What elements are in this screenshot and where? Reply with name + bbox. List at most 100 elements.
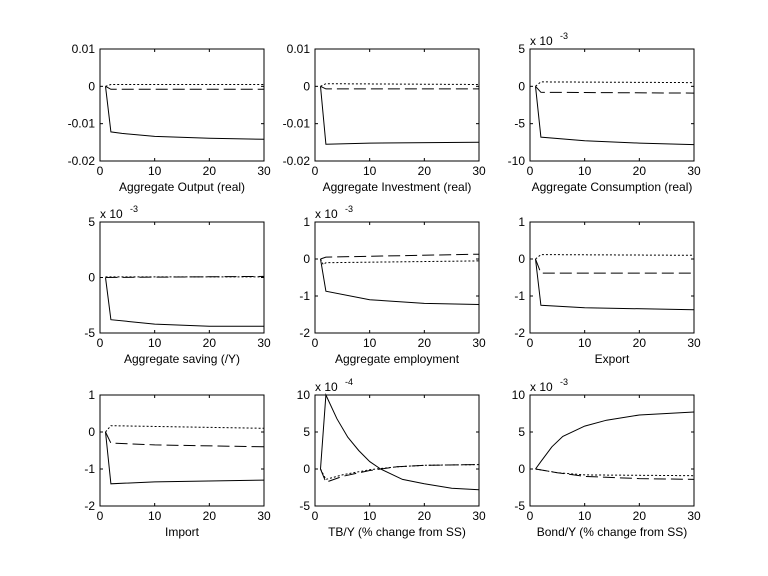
series-line-dashed [535, 85, 695, 94]
x-tick-label: 30 [472, 164, 486, 178]
y-tick-label: 0 [518, 79, 525, 93]
y-tick-label: -5 [299, 499, 310, 513]
y-tick-label: 5 [518, 425, 525, 439]
x-tick-label: 0 [312, 336, 319, 350]
x-tick-label: 20 [203, 336, 217, 350]
y-tick-label: 0.01 [287, 42, 311, 56]
series-line-dotted [320, 464, 480, 480]
exponent-label: x 10 [315, 380, 338, 394]
y-tick-label: -2 [84, 499, 95, 513]
x-tick-label: 30 [687, 336, 701, 350]
axes-box [529, 221, 695, 334]
x-tick-label: 10 [578, 336, 592, 350]
y-tick-label: 1 [303, 215, 310, 229]
series-line-solid [105, 86, 265, 140]
x-tick-label: 10 [578, 164, 592, 178]
x-tick-label: 0 [527, 164, 534, 178]
x-tick-label: 0 [527, 509, 534, 523]
x-tick-label: 0 [97, 509, 104, 523]
x-tick-label: 10 [363, 164, 377, 178]
x-tick-label: 0 [527, 336, 534, 350]
y-tick-label: 0 [88, 79, 95, 93]
series-line-solid [535, 86, 695, 146]
series-line-dashed [320, 464, 480, 483]
x-tick-label: 20 [418, 164, 432, 178]
y-tick-label: -1 [514, 289, 525, 303]
y-tick-label: 1 [518, 215, 525, 229]
axes-box [99, 394, 265, 507]
y-tick-label: -1 [299, 289, 310, 303]
x-tick-label: 30 [687, 509, 701, 523]
subplot-5: 0 10 20 30 -2 -1 0 1 Aggregate employment x 10 -3 [299, 204, 486, 366]
x-tick-label: 30 [687, 164, 701, 178]
x-tick-label: 20 [633, 164, 647, 178]
y-tick-label: 0 [303, 462, 310, 476]
x-axis-label: Aggregate employment [335, 352, 460, 366]
x-axis-label: TB/Y (% change from SS) [328, 525, 466, 539]
subplot-6: 0 10 20 30 -2 -1 0 1 Export [514, 215, 701, 366]
y-tick-label: 0 [518, 462, 525, 476]
exponent-power: -3 [130, 204, 138, 214]
exponent-label: x 10 [530, 34, 553, 48]
y-tick-label: -1 [84, 462, 95, 476]
series-line-dotted [320, 83, 480, 87]
subplot-1: 0 10 20 30 -0.02 -0.01 0 0.01 Aggregate Output (… [68, 42, 271, 194]
x-axis-label: Bond/Y (% change from SS) [537, 525, 688, 539]
y-tick-label: 5 [303, 425, 310, 439]
y-tick-label: -0.01 [283, 117, 311, 131]
series-line-dashed [535, 258, 694, 274]
x-axis-label: Export [595, 352, 630, 366]
y-tick-label: 0.01 [72, 42, 96, 56]
y-tick-label: 0 [303, 252, 310, 266]
exponent-power: -3 [560, 377, 568, 387]
y-tick-label: 1 [88, 388, 95, 402]
x-tick-label: 10 [363, 336, 377, 350]
y-tick-label: -0.01 [68, 117, 96, 131]
subplot-3: 0 10 20 30 -10 -5 0 5 Aggregate Consumption (rea… [508, 31, 701, 194]
x-tick-label: 10 [363, 509, 377, 523]
x-tick-label: 20 [203, 164, 217, 178]
x-tick-label: 10 [148, 336, 162, 350]
y-tick-label: 0 [88, 271, 95, 285]
x-tick-label: 0 [312, 509, 319, 523]
exponent-label: x 10 [100, 207, 123, 221]
x-axis-label: Aggregate Output (real) [119, 180, 245, 194]
axes-box [99, 48, 265, 162]
y-tick-label: -2 [299, 326, 310, 340]
x-axis-label: Aggregate saving (/Y) [124, 352, 240, 366]
x-tick-label: 10 [148, 164, 162, 178]
y-tick-label: -5 [514, 499, 525, 513]
x-tick-label: 30 [472, 336, 486, 350]
series-line-solid [320, 258, 480, 305]
x-tick-label: 0 [312, 164, 319, 178]
x-tick-label: 20 [418, 336, 432, 350]
exponent-power: -3 [345, 204, 353, 214]
x-tick-label: 30 [472, 509, 486, 523]
y-tick-label: 5 [88, 215, 95, 229]
x-tick-label: 0 [97, 164, 104, 178]
y-tick-label: -5 [84, 326, 95, 340]
x-tick-label: 20 [203, 509, 217, 523]
y-tick-label: -0.02 [68, 154, 96, 168]
exponent-label: x 10 [315, 207, 338, 221]
series-line-dotted [535, 468, 695, 477]
x-tick-label: 10 [148, 509, 162, 523]
series-line-solid [320, 86, 480, 145]
y-tick-label: 0 [88, 425, 95, 439]
x-tick-label: 20 [633, 509, 647, 523]
y-tick-label: -0.02 [283, 154, 311, 168]
y-tick-label: -2 [514, 326, 525, 340]
series-line-solid [105, 431, 265, 485]
subplot-2: 0 10 20 30 -0.02 -0.01 0 0.01 Aggregate Investme… [283, 42, 486, 194]
x-tick-label: 30 [257, 336, 271, 350]
x-tick-label: 20 [418, 509, 432, 523]
x-axis-label: Aggregate Investment (real) [323, 180, 472, 194]
axes-box [529, 394, 695, 507]
series-line-dotted [535, 81, 695, 87]
series-line-solid [535, 411, 695, 470]
series-line-solid [535, 258, 695, 311]
x-axis-label: Aggregate Consumption (real) [532, 180, 693, 194]
